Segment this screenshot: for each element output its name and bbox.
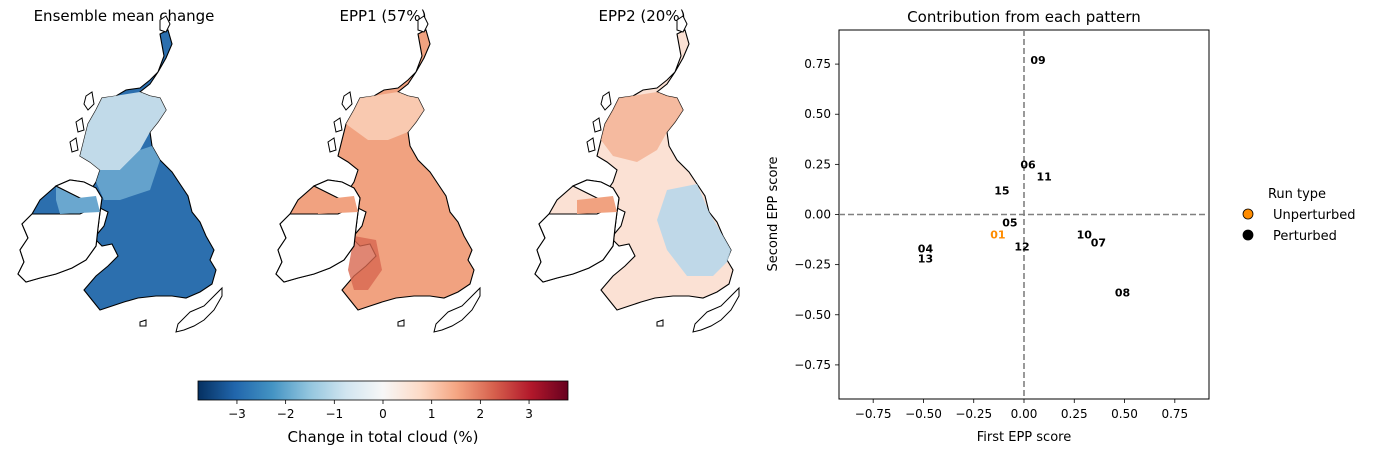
map-ireland: [275, 179, 361, 283]
map-title-epp1: EPP1 (57%): [339, 7, 427, 25]
map-ensemble-mean: [17, 15, 223, 333]
y-tick-label: −0.75: [794, 358, 831, 372]
map-ireland: [534, 179, 620, 283]
x-tick-label: −0.25: [955, 407, 992, 421]
legend-entry-label: Perturbed: [1273, 229, 1337, 244]
legend-marker: [1242, 208, 1254, 220]
legend: Run type Unperturbed Perturbed: [1242, 187, 1356, 244]
y-tick-label: 0.25: [804, 157, 831, 171]
x-axis-ticks: −0.75 −0.50 −0.25 0.00 0.25 0.50 0.75: [855, 399, 1188, 421]
legend-title: Run type: [1268, 187, 1326, 202]
x-tick-label: −0.50: [905, 407, 942, 421]
colorbar-tick-label: −1: [325, 407, 343, 421]
colorbar-tick-label: 3: [525, 407, 533, 421]
colorbar-tick-label: 1: [428, 407, 436, 421]
colorbar-tick-label: −2: [277, 407, 295, 421]
colorbar-bar: [197, 380, 569, 401]
map-region-north: [80, 92, 166, 170]
y-tick-label: −0.50: [794, 308, 831, 322]
scatter-point-label: 01: [990, 229, 1005, 242]
colorbar-tick-label: 2: [477, 407, 485, 421]
y-axis-label: Second EPP score: [766, 157, 781, 272]
scatter-point-label: 12: [1014, 241, 1029, 254]
reference-lines: [839, 30, 1209, 399]
y-tick-label: 0.00: [804, 208, 831, 222]
map-region-nireland-fill: [60, 196, 100, 214]
map-region-nireland: [577, 196, 617, 214]
scatter-point-label: 07: [1091, 237, 1106, 250]
scatter-point-label: 05: [1002, 217, 1017, 230]
y-tick-label: 0.75: [804, 57, 831, 71]
map-epp2: [534, 15, 740, 333]
map-epp1: [275, 15, 481, 333]
y-axis-ticks: −0.75 −0.50 −0.25 0.00 0.25 0.50 0.75: [794, 57, 839, 372]
scatter-point-label: 04: [918, 243, 934, 256]
scatter-point-label: 13: [918, 253, 933, 266]
scatter-point-label: 15: [994, 184, 1009, 197]
y-tick-label: 0.50: [804, 107, 831, 121]
legend-marker: [1242, 229, 1254, 241]
x-tick-label: −0.75: [855, 407, 892, 421]
map-region-mid: [96, 146, 160, 200]
colorbar-tick-label: −3: [228, 407, 246, 421]
colorbar-tick-label: 0: [379, 407, 387, 421]
map-region-nireland: [318, 196, 358, 214]
scatter-point-label: 08: [1115, 287, 1130, 300]
scatter-point-label: 11: [1036, 170, 1051, 183]
x-tick-label: 0.50: [1111, 407, 1138, 421]
scatter-points: 01 04 05 06 07 08 09 10 11 12 13 15: [918, 54, 1130, 300]
map-region-north: [346, 92, 424, 140]
colorbar-label: Change in total cloud (%): [287, 428, 478, 446]
scatter-title: Contribution from each pattern: [907, 8, 1141, 26]
legend-entry-label: Unperturbed: [1273, 208, 1356, 223]
colorbar: −3 −2 −1 0 1 2 3 Change in total cloud (%): [197, 380, 569, 446]
x-tick-label: 0.00: [1011, 407, 1038, 421]
x-tick-label: 0.25: [1061, 407, 1088, 421]
map-title-epp2: EPP2 (20%): [598, 7, 686, 25]
y-tick-label: −0.25: [794, 258, 831, 272]
x-axis-label: First EPP score: [977, 430, 1071, 445]
scatter-point-label: 06: [1020, 158, 1036, 171]
colorbar-ticks: −3 −2 −1 0 1 2 3: [228, 400, 533, 421]
scatter-point-label: 09: [1030, 54, 1045, 67]
x-tick-label: 0.75: [1161, 407, 1188, 421]
map-region-wales: [348, 236, 382, 290]
scatter-point-label: 10: [1077, 229, 1093, 242]
map-ireland: [17, 179, 103, 283]
map-region-north: [601, 92, 683, 162]
map-title-ensemble-mean: Ensemble mean change: [33, 7, 215, 25]
map-region-east: [657, 184, 731, 276]
scatter-plot: Contribution from each pattern −0.75 −0.5…: [766, 8, 1210, 445]
